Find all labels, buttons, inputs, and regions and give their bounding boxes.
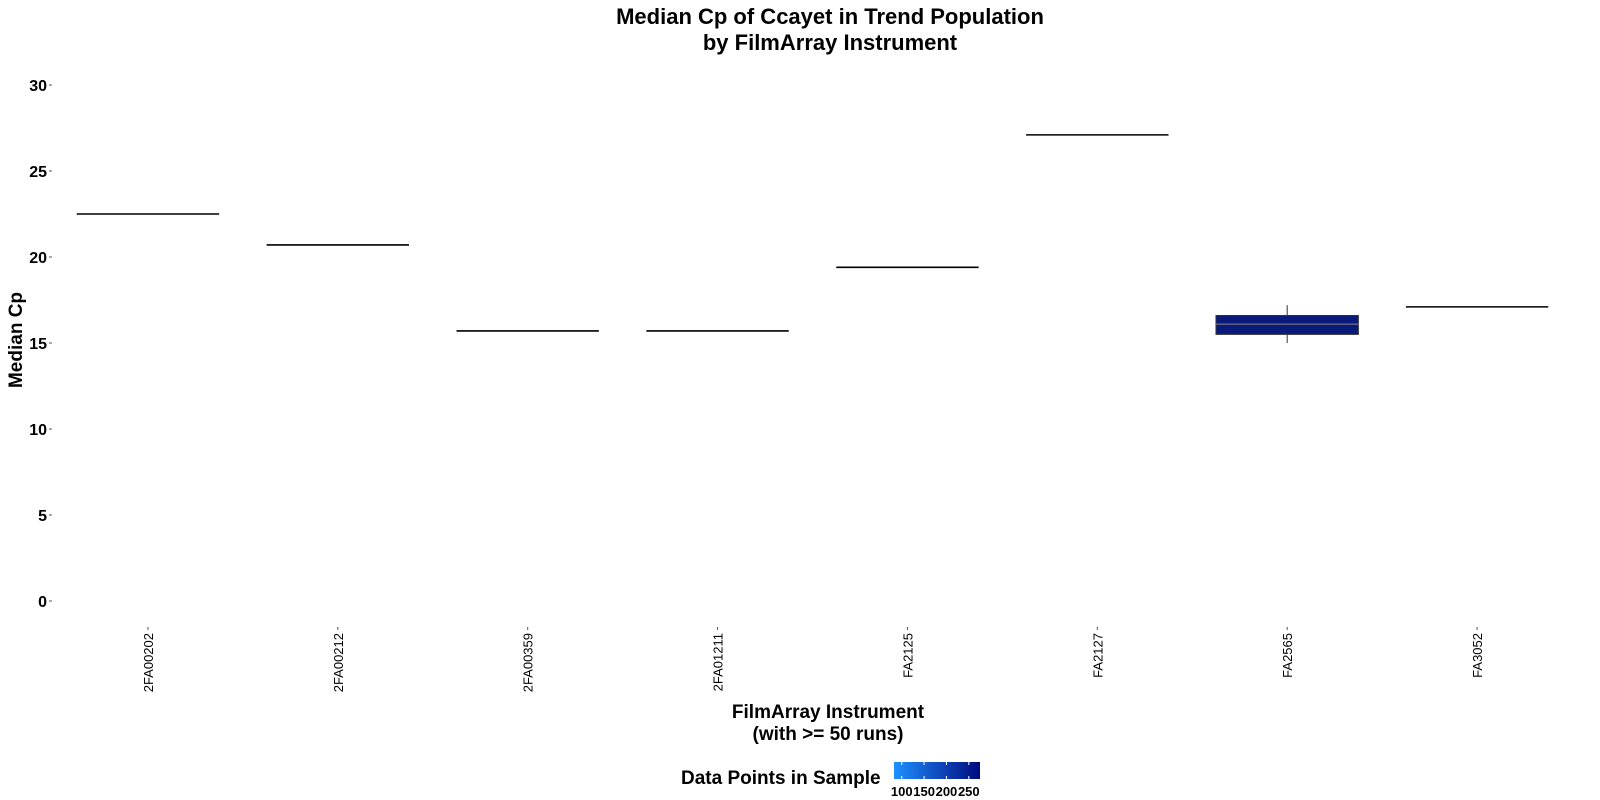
legend: Data Points in Sample 100 150 200 250 [681,762,980,799]
y-axis: 0 5 10 15 20 25 30 [29,78,52,611]
x-tick-label: FA2127 [1090,633,1105,678]
chart-title-line-1: Median Cp of Ccayet in Trend Population [616,4,1044,29]
y-tick-label: 0 [38,594,47,611]
y-tick-label: 20 [29,250,47,267]
x-axis-title-line-1: FilmArray Instrument [732,702,925,723]
x-tick-label: 2FA00212 [331,633,346,692]
y-axis-title: Median Cp [6,292,27,388]
chart-title-line-2: by FilmArray Instrument [703,30,958,55]
y-tick-label: 10 [29,422,47,439]
x-tick-label: 2FA00359 [521,633,536,692]
x-tick-label: FA3052 [1470,633,1485,678]
legend-tick-label: 150 [913,784,935,799]
x-tick-label: 2FA01211 [711,633,726,691]
boxes [76,134,1549,343]
x-axis: 2FA00202 2FA00212 2FA00359 2FA01211 FA2125 FA… [141,627,1485,692]
x-tick-label: 2FA00202 [141,633,156,692]
y-tick-label: 25 [29,164,47,181]
legend-tick-label: 200 [936,784,958,799]
legend-colorbar [894,762,980,779]
x-axis-title-line-2: (with >= 50 runs) [753,724,904,745]
box-FA2565 [1215,305,1359,343]
y-tick-label: 5 [38,508,47,525]
box-body [1215,314,1359,335]
legend-tick-label: 100 [891,784,913,799]
legend-tick-label: 250 [958,784,980,799]
x-tick-label: FA2565 [1280,633,1295,678]
legend-title: Data Points in Sample [681,768,881,789]
y-tick-label: 30 [29,78,47,95]
x-tick-label: FA2125 [900,633,915,678]
y-tick-label: 15 [29,336,47,353]
